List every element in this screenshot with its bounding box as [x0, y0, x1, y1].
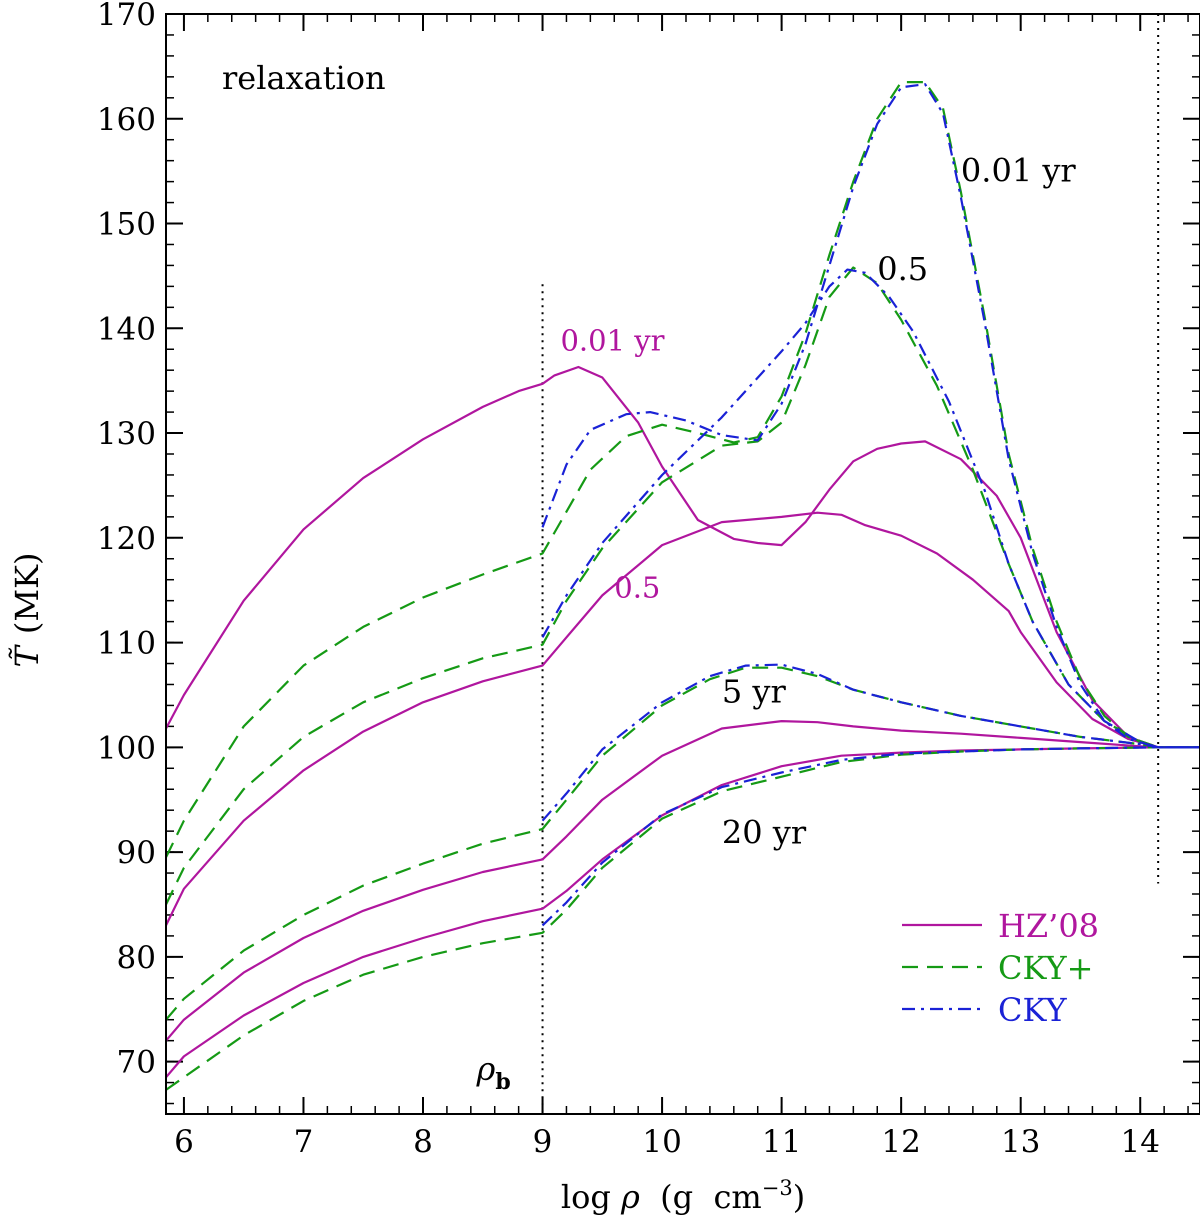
x-tick-label: 10: [642, 1124, 681, 1160]
rho-b-label: ρb: [476, 1050, 511, 1095]
x-axis-label-close: ): [793, 1178, 805, 1216]
curve-label: 0.01 yr: [560, 323, 664, 357]
y-tick-label: 110: [97, 626, 156, 662]
x-tick-label: 8: [413, 1124, 433, 1160]
curve-label: 20 yr: [722, 814, 807, 852]
x-axis-label-exponent: −3: [762, 1176, 793, 1200]
rho-b-symbol: ρ: [476, 1050, 496, 1088]
y-axis-label-units: (MK): [8, 553, 46, 635]
x-tick-label: 13: [1001, 1124, 1040, 1160]
x-axis-label: log ρ (g cm−3): [561, 1176, 805, 1216]
y-tick-label: 100: [97, 730, 156, 766]
series-line-cky-5-yr: [165, 666, 1200, 1021]
curve-label: 0.5: [877, 250, 928, 288]
series-line-cky-20-yr: [541, 746, 1200, 927]
series-line-cky-0-5: [541, 268, 1200, 749]
y-axis-label: T̃ (MK): [8, 553, 46, 668]
rho-b-subscript: b: [495, 1069, 510, 1095]
series-line-cky-0-01-yr: [541, 83, 1200, 749]
y-tick-label: 70: [117, 1045, 156, 1081]
y-tick-label: 80: [117, 940, 156, 976]
x-tick-label: 6: [174, 1124, 194, 1160]
x-tick-label: 9: [533, 1124, 553, 1160]
series-line-cky-20-yr: [165, 746, 1200, 1091]
series-line-cky-5-yr: [541, 663, 1200, 822]
y-tick-label: 130: [97, 416, 156, 452]
legend: HZ’08 CKY+ CKY: [902, 907, 1099, 1029]
vertical-markers: ρb: [476, 14, 1160, 1114]
y-tick-label: 120: [97, 521, 156, 557]
legend-label: CKY+: [998, 949, 1093, 987]
y-tick-label: 140: [97, 311, 156, 347]
x-tick-label: 14: [1121, 1124, 1160, 1160]
y-tick-label: 90: [117, 835, 156, 871]
series-line-hz08-5-yr: [165, 720, 1200, 1042]
relaxation-annotation: relaxation: [222, 59, 386, 97]
curve-label: 0.01 yr: [961, 152, 1076, 190]
curve-label: 5 yr: [722, 672, 787, 710]
curve-label: 0.5: [614, 571, 660, 605]
y-axis-label-symbol: T̃: [8, 643, 46, 667]
x-axis-label-units: (g cm: [640, 1178, 762, 1216]
legend-label: HZ’08: [998, 907, 1099, 945]
plot-frame: [165, 13, 1200, 1115]
y-tick-label: 160: [97, 102, 156, 138]
curve-labels: 0.01 yr 0.5 0.01 yr 0.5 5 yr 20 yr: [560, 152, 1076, 852]
x-axis-label-symbol: ρ: [620, 1178, 640, 1216]
series-line-cky-0-01-yr: [165, 81, 1200, 858]
series-line-hz08-0-5: [165, 511, 1200, 926]
x-axis-label-prefix: log: [561, 1178, 621, 1216]
legend-label: CKY: [998, 991, 1068, 1029]
tick-labels: 6 7 8 9 10 11 12 13 14 70 80 90 100 110 120 130 140 150 16…: [97, 0, 1160, 1160]
y-tick-label: 170: [97, 0, 156, 33]
x-tick-label: 7: [294, 1124, 314, 1160]
y-tick-label: 150: [97, 207, 156, 243]
x-tick-label: 12: [881, 1124, 920, 1160]
series-layer: [165, 81, 1200, 1091]
series-line-hz08-0-01-yr: [165, 365, 1200, 749]
x-tick-label: 11: [762, 1124, 801, 1160]
